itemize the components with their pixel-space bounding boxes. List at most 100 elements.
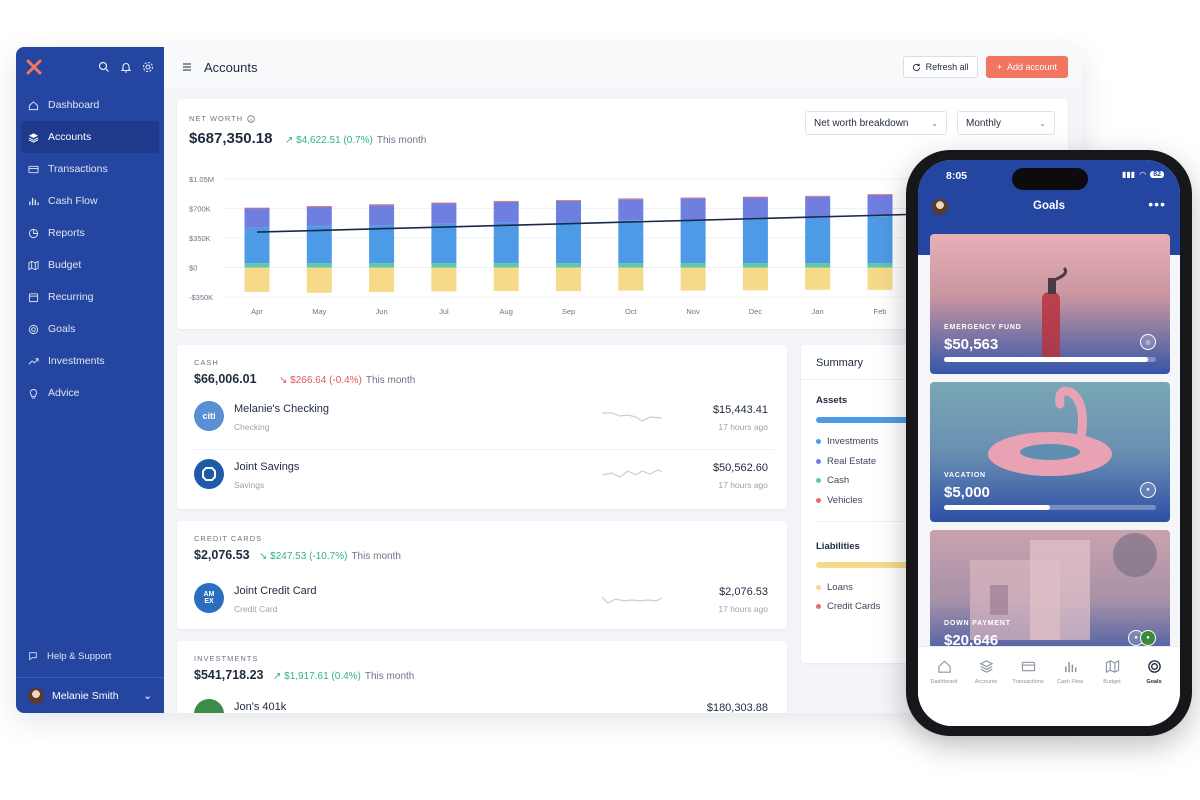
tab-accounts[interactable]: Accounts bbox=[964, 659, 1008, 685]
phone-screen: 8:05 ▮▮▮ ◠ 82 Goals ••• EMERGENCY FUND $… bbox=[918, 160, 1180, 726]
add-account-button[interactable]: + Add account bbox=[985, 56, 1068, 78]
chart-bar-segment bbox=[431, 202, 457, 204]
info-icon[interactable] bbox=[247, 114, 255, 123]
account-row[interactable]: Joint Savings Savings $50,562.60 17 hour… bbox=[194, 453, 774, 499]
group-total: $66,006.01 bbox=[194, 372, 257, 386]
breakdown-select[interactable]: Net worth breakdown ⌄ bbox=[805, 111, 947, 135]
sidebar-item-dashboard[interactable]: Dashboard bbox=[16, 89, 164, 121]
target-icon bbox=[28, 324, 39, 334]
net-worth-value: $687,350.18 bbox=[189, 130, 273, 147]
chart-bar-segment bbox=[244, 263, 270, 268]
account-logo-text: citi bbox=[202, 411, 216, 421]
app-logo-icon[interactable] bbox=[26, 59, 42, 75]
chart-bar-segment bbox=[493, 222, 519, 264]
tab-label: Budget bbox=[1103, 679, 1121, 685]
bulb-icon bbox=[29, 388, 38, 399]
gear-icon[interactable] bbox=[142, 61, 154, 73]
sidebar: Dashboard Accounts Transactions Cash Flo… bbox=[16, 47, 164, 713]
account-row[interactable]: AM EX Joint Credit Card Credit Card $2,0… bbox=[194, 577, 774, 623]
x-tick-label: Jul bbox=[439, 307, 449, 316]
chart-bar-segment bbox=[431, 267, 457, 292]
sidebar-top bbox=[16, 47, 164, 87]
signal-icon: ▮▮▮ bbox=[1122, 170, 1136, 179]
group-total: $541,718.23 bbox=[194, 668, 264, 682]
fire-extinguisher-image bbox=[1042, 266, 1068, 362]
group-change: ↗ $1,917.61 (0.4%) This month bbox=[273, 671, 414, 682]
citi-logo-icon: citi bbox=[194, 401, 224, 431]
plus-icon: + bbox=[996, 62, 1002, 72]
goal-value: $20,646 bbox=[944, 632, 999, 649]
net-worth-period: This month bbox=[376, 135, 427, 146]
tab-goals[interactable]: Goals bbox=[1132, 659, 1176, 685]
tab-budget[interactable]: Budget bbox=[1090, 659, 1134, 685]
chart-bar-segment bbox=[867, 216, 893, 264]
help-support-link[interactable]: Help & Support bbox=[16, 647, 123, 665]
sidebar-item-accounts[interactable]: Accounts bbox=[21, 121, 159, 153]
x-tick-label: May bbox=[312, 307, 326, 316]
sidebar-item-goals[interactable]: Goals bbox=[16, 313, 164, 345]
sidebar-item-budget[interactable]: Budget bbox=[16, 249, 164, 281]
desktop-app-window: Dashboard Accounts Transactions Cash Flo… bbox=[16, 47, 1082, 713]
map-icon bbox=[1105, 659, 1119, 674]
legend-dot bbox=[816, 585, 821, 590]
refresh-all-label: Refresh all bbox=[925, 62, 969, 72]
sidebar-item-reports[interactable]: Reports bbox=[16, 217, 164, 249]
y-tick-label: -$350K bbox=[189, 293, 213, 302]
divider bbox=[801, 379, 941, 380]
group-change-value: ↗ $1,917.61 (0.4%) bbox=[273, 671, 361, 682]
goal-label: DOWN PAYMENT bbox=[944, 620, 1011, 627]
sidebar-item-label: Accounts bbox=[48, 131, 92, 143]
chevron-down-icon: ⌄ bbox=[143, 689, 152, 702]
account-logo-icon bbox=[194, 699, 224, 713]
goal-progress-track bbox=[944, 505, 1156, 510]
account-balance: $2,076.53 bbox=[719, 586, 768, 598]
calendar-icon bbox=[28, 292, 39, 302]
tab-cash-flow[interactable]: Cash Flow bbox=[1048, 659, 1092, 685]
account-name: Melanie's Checking bbox=[234, 403, 330, 415]
sidebar-item-advice[interactable]: Advice bbox=[16, 377, 164, 409]
hamburger-icon[interactable] bbox=[182, 62, 192, 72]
more-icon[interactable]: ••• bbox=[1148, 196, 1166, 212]
account-name: Jon's 401k bbox=[234, 701, 287, 713]
sidebar-item-label: Transactions bbox=[48, 163, 108, 175]
bell-icon[interactable] bbox=[120, 61, 132, 73]
sidebar-item-transactions[interactable]: Transactions bbox=[16, 153, 164, 185]
avatar bbox=[28, 687, 44, 704]
avatar[interactable] bbox=[932, 199, 948, 215]
interval-select[interactable]: Monthly ⌄ bbox=[957, 111, 1055, 135]
x-tick-label: Jun bbox=[376, 307, 388, 316]
house-image bbox=[970, 533, 1157, 640]
phone-notch bbox=[1012, 168, 1088, 190]
sidebar-item-label: Cash Flow bbox=[48, 195, 98, 207]
sidebar-item-recurring[interactable]: Recurring bbox=[16, 281, 164, 313]
chart-bar-segment bbox=[369, 225, 395, 264]
chart-bar-segment bbox=[431, 263, 457, 268]
tab-label: Accounts bbox=[974, 679, 998, 685]
sidebar-item-cash-flow[interactable]: Cash Flow bbox=[16, 185, 164, 217]
tab-transactions[interactable]: Transactions bbox=[1006, 659, 1050, 685]
goal-label: EMERGENCY FUND bbox=[944, 324, 1022, 331]
account-name: Joint Savings bbox=[234, 461, 300, 473]
summary-item: Loans bbox=[816, 582, 853, 593]
search-icon[interactable] bbox=[98, 61, 110, 73]
account-balance: $50,562.60 bbox=[712, 462, 768, 474]
chart-bar-segment bbox=[556, 200, 581, 201]
sidebar-nav: Dashboard Accounts Transactions Cash Flo… bbox=[16, 89, 164, 409]
account-updated: 17 hours ago bbox=[718, 480, 768, 490]
y-tick-label: $0 bbox=[189, 264, 197, 273]
chart-bar-segment bbox=[493, 200, 519, 202]
account-row[interactable]: Jon's 401k $180,303.88 bbox=[194, 693, 774, 713]
account-row[interactable]: citi Melanie's Checking Checking $15,443… bbox=[194, 395, 774, 441]
goal-card-emergency-fund[interactable]: EMERGENCY FUND $50,563 ◎ bbox=[930, 234, 1170, 374]
user-menu[interactable]: Melanie Smith ⌄ bbox=[16, 677, 164, 713]
goal-card-vacation[interactable]: VACATION $5,000 ● bbox=[930, 382, 1170, 522]
account-balance: $15,443.41 bbox=[712, 404, 768, 416]
sidebar-item-investments[interactable]: Investments bbox=[16, 345, 164, 377]
chart-bar-segment bbox=[369, 205, 395, 226]
x-tick-label: Feb bbox=[874, 307, 887, 316]
chart-bar-segment bbox=[742, 218, 768, 264]
sidebar-item-label: Recurring bbox=[48, 291, 94, 303]
summary-item: Real Estate bbox=[816, 456, 876, 467]
tab-dashboard[interactable]: Dashboard bbox=[922, 659, 966, 685]
refresh-all-button[interactable]: Refresh all bbox=[902, 56, 978, 78]
